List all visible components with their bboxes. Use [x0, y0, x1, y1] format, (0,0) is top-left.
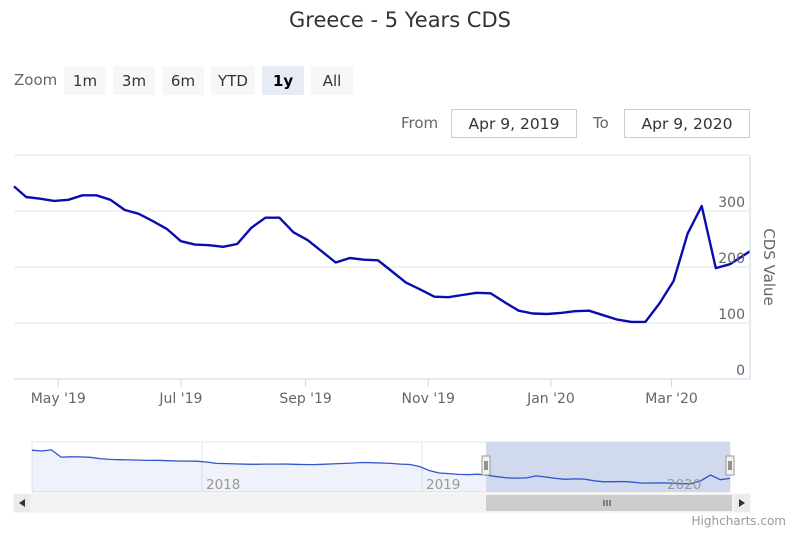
arrow-left-icon	[19, 499, 25, 507]
navigator-tick-label: 2018	[206, 477, 240, 493]
scrollbar[interactable]	[13, 493, 751, 513]
zoom-3m-button[interactable]: 3m	[113, 66, 155, 95]
grid-lines	[14, 154, 750, 380]
to-date-input[interactable]: Apr 9, 2020	[624, 109, 750, 138]
to-label: To	[593, 114, 609, 132]
credits-link[interactable]: Highcharts.com	[691, 514, 786, 528]
zoom-all-button[interactable]: All	[311, 66, 353, 95]
scrollbar-thumb[interactable]	[486, 495, 732, 511]
y-tick-label: 0	[736, 363, 745, 379]
y-tick-label: 100	[718, 307, 745, 323]
zoom-1m-button[interactable]: 1m	[64, 66, 106, 95]
navigator-tick-label: 2020	[667, 477, 701, 493]
navigator-handle-right[interactable]	[725, 455, 735, 476]
x-tick-label: Sep '19	[279, 391, 332, 407]
x-tick-label: Jul '19	[158, 391, 202, 407]
from-label: From	[401, 114, 439, 132]
navigator-tick-label: 2019	[426, 477, 460, 493]
series-line	[13, 185, 751, 324]
chart-title: Greece - 5 Years CDS	[289, 8, 511, 32]
zoom-label: Zoom	[14, 71, 58, 89]
navigator[interactable]: 2018 2019 2020	[31, 441, 735, 493]
x-tick-label: Nov '19	[402, 391, 455, 407]
x-tick-label: Mar '20	[645, 391, 698, 407]
y-tick-label: 300	[718, 195, 745, 211]
y-axis-ticks: 0 100 200 300	[718, 195, 745, 379]
zoom-6m-button[interactable]: 6m	[162, 66, 204, 95]
zoom-1y-button[interactable]: 1y	[262, 66, 304, 95]
x-tick-label: Jan '20	[526, 391, 575, 407]
x-axis-ticks: May '19 Jul '19 Sep '19 Nov '19 Jan '20 Mar '…	[31, 379, 698, 407]
arrow-right-icon	[739, 499, 745, 507]
zoom-ytd-button[interactable]: YTD	[211, 66, 255, 95]
navigator-handle-left[interactable]	[481, 455, 491, 476]
y-tick-label: 200	[718, 251, 745, 267]
from-date-input[interactable]: Apr 9, 2019	[451, 109, 577, 138]
x-tick-label: May '19	[31, 391, 86, 407]
navigator-series-line-selected	[487, 474, 731, 485]
y-axis-title: CDS Value	[760, 228, 778, 306]
navigator-ticks: 2018 2019 2020	[206, 477, 701, 493]
